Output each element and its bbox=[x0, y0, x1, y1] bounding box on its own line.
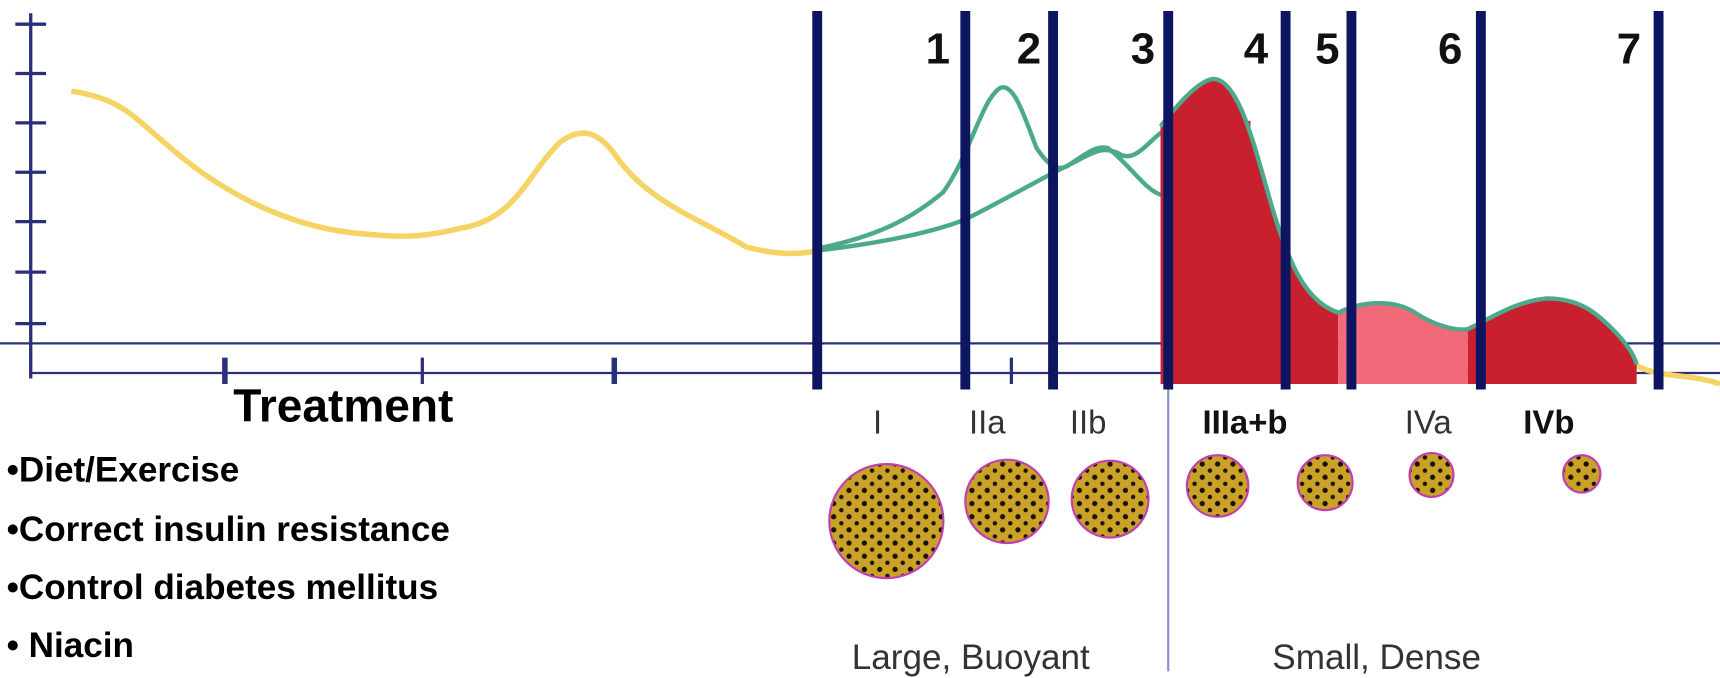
pink-area bbox=[1338, 303, 1467, 384]
fraction-number: 1 bbox=[926, 25, 950, 74]
fraction-number: 4 bbox=[1244, 25, 1269, 74]
fraction-number: 6 bbox=[1438, 25, 1462, 74]
treatment-item: •Control diabetes mellitus bbox=[7, 568, 439, 607]
green-curve-a bbox=[821, 87, 1163, 248]
slide: 1 2 3 4 5 6 7 I IIa IIb IIIa+b IVa IVb L… bbox=[0, 0, 1720, 678]
subclass-label: I bbox=[873, 403, 882, 440]
page: {"header_numbers": ["1", "2", "3", "4", … bbox=[0, 0, 1720, 678]
fraction-number: 5 bbox=[1315, 25, 1339, 74]
subclass-label: IVb bbox=[1523, 403, 1574, 440]
fraction-number: 2 bbox=[1017, 25, 1041, 74]
density-label: Large, Buoyant bbox=[852, 638, 1090, 677]
particles bbox=[829, 453, 1600, 578]
subclass-label: IIb bbox=[1070, 403, 1107, 440]
fraction-number: 3 bbox=[1131, 25, 1155, 74]
subclass-label: IVa bbox=[1405, 403, 1453, 440]
subclass-labels: I IIa IIb IIIa+b IVa IVb bbox=[873, 403, 1574, 440]
treatment-item: •Correct insulin resistance bbox=[7, 510, 450, 549]
yellow-curve bbox=[71, 91, 820, 253]
treatment-title: Treatment bbox=[233, 379, 453, 431]
treatment-item: •Diet/Exercise bbox=[7, 451, 240, 490]
treatment-item: • Niacin bbox=[7, 626, 134, 665]
fraction-number: 7 bbox=[1617, 25, 1641, 74]
density-label: Small, Dense bbox=[1272, 638, 1481, 677]
subclass-label: IIIa+b bbox=[1203, 403, 1288, 440]
red-area-mid bbox=[1161, 121, 1251, 196]
subclass-label: IIa bbox=[969, 403, 1006, 440]
